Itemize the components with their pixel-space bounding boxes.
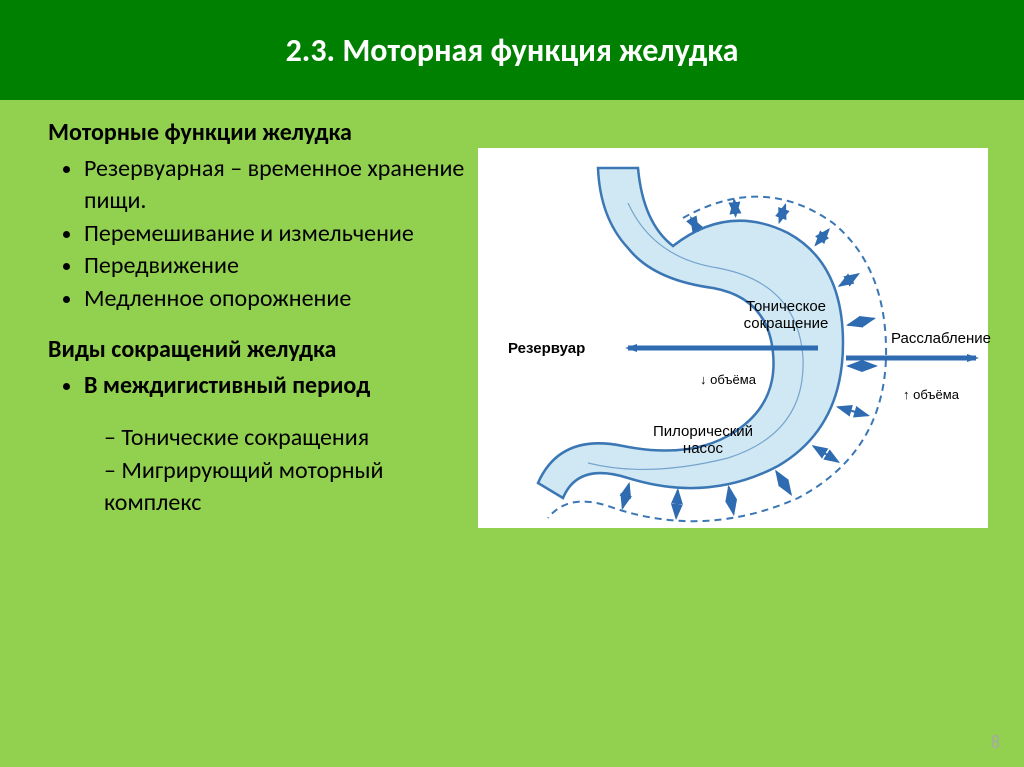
section2-list: В междигистивный период [48,370,478,402]
list-item: Перемешивание и измельчение [84,218,478,250]
list-item: Мигрирующий моторный комплекс [104,455,478,520]
section1-heading: Моторные функции желудка [48,118,478,147]
section2-sublist: Тонические сокращенияМигрирующий моторны… [48,422,478,519]
list-item: В междигистивный период [84,370,478,402]
stomach-svg [478,148,988,528]
list-item: Резервуарная – временное хранение пищи. [84,153,478,218]
title-bar: 2.3. Моторная функция желудка [0,0,1024,100]
page-title: 2.3. Моторная функция желудка [286,31,739,70]
stomach-diagram: РезервуарТоническое сокращениеРасслаблен… [478,148,988,528]
page-number: 8 [991,731,1000,753]
section1-list: Резервуарная – временное хранение пищи.П… [48,153,478,315]
right-column: РезервуарТоническое сокращениеРасслаблен… [478,118,994,528]
section2-heading: Виды сокращений желудка [48,335,478,364]
list-item: Передвижение [84,250,478,282]
list-item: Медленное опорожнение [84,283,478,315]
content-area: Моторные функции желудка Резервуарная – … [0,100,1024,528]
left-column: Моторные функции желудка Резервуарная – … [48,118,478,528]
list-item: Тонические сокращения [104,422,478,454]
